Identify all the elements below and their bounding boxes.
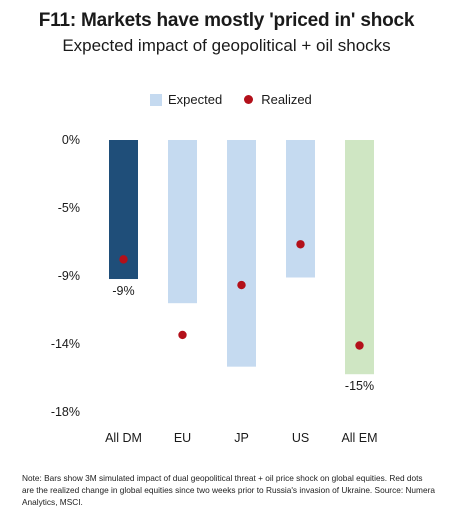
chart-title: F11: Markets have mostly 'priced in' sho… — [38, 10, 415, 31]
chart-legend: Expected Realized — [150, 92, 334, 107]
y-tick-label: -14% — [51, 337, 80, 351]
legend-swatch-expected — [150, 93, 162, 106]
realized-dot-all-em — [355, 341, 364, 350]
realized-dot-us — [296, 240, 305, 249]
legend-item-expected: Expected — [150, 92, 222, 107]
y-tick-label: -18% — [51, 405, 80, 419]
y-tick-label: -5% — [58, 201, 80, 215]
realized-dot-all-dm — [119, 255, 128, 264]
y-tick-label: 0% — [62, 133, 80, 147]
bar-chart: 0% -5% -9% -14% -18% -9% -15% All DM EU JP US All E… — [51, 133, 378, 445]
legend-label-expected: Expected — [168, 92, 223, 107]
realized-dot-eu — [178, 330, 187, 340]
legend-item-realized: Realized — [244, 92, 312, 107]
bar-eu — [168, 140, 197, 304]
data-label: -9% — [112, 284, 134, 298]
x-tick-label: EU — [174, 431, 191, 445]
bar-all-em — [345, 140, 374, 375]
bar-jp — [227, 140, 256, 367]
x-tick-label: JP — [234, 431, 249, 445]
x-tick-label: All DM — [105, 431, 142, 445]
y-tick-label: -9% — [58, 269, 80, 283]
chart-subtitle: Expected impact of geopolitical + oil sh… — [62, 36, 391, 55]
legend-swatch-realized — [244, 95, 254, 104]
legend-label-realized: Realized — [261, 92, 312, 107]
chart-note: Note: Bars show 3M simulated impact of d… — [22, 473, 435, 507]
x-tick-label: US — [292, 431, 309, 445]
realized-dot-jp — [237, 280, 246, 290]
x-tick-label: All EM — [341, 431, 377, 445]
bar-us — [286, 140, 315, 278]
data-label: -15% — [345, 379, 374, 393]
